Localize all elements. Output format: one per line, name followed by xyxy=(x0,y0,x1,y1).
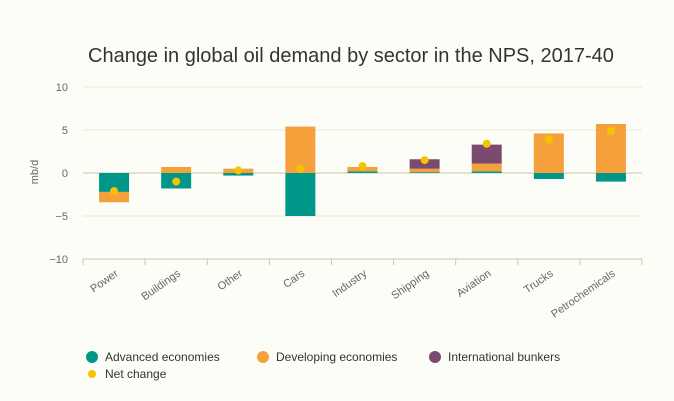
x-axis: Power Buildings Other Cars Industry Shipping A… xyxy=(82,258,643,321)
bar-advanced-economies xyxy=(409,172,440,173)
net-change-marker xyxy=(606,126,615,135)
x-tick-label: Shipping xyxy=(389,268,431,302)
bar-advanced-economies xyxy=(99,173,130,192)
x-tick-label: Other xyxy=(216,267,246,293)
net-change-marker xyxy=(296,164,305,173)
x-tick-label: Aviation xyxy=(455,268,494,300)
legend-label: Advanced economies xyxy=(105,350,220,364)
y-axis-label: mb/d xyxy=(29,160,41,184)
bar-advanced-economies xyxy=(471,171,502,173)
bar-advanced-economies xyxy=(595,173,626,182)
bar-developing-economies xyxy=(99,191,130,203)
legend-marker xyxy=(86,351,98,363)
y-tick-label: 5 xyxy=(62,125,68,137)
net-change-marker xyxy=(172,177,181,186)
net-change-marker xyxy=(234,166,243,175)
bar-advanced-economies xyxy=(347,171,378,173)
y-tick-label: −10 xyxy=(49,254,68,266)
bar-advanced-economies xyxy=(285,173,316,216)
bar-developing-economies xyxy=(161,166,192,173)
net-change-marker xyxy=(358,162,367,171)
legend-label: Net change xyxy=(105,367,167,381)
y-tick-label: −5 xyxy=(55,211,68,223)
net-change-markers xyxy=(110,126,615,196)
net-change-marker xyxy=(110,187,119,196)
x-tick-label: Buildings xyxy=(139,267,183,303)
legend-marker xyxy=(88,370,96,378)
legend-label: Developing economies xyxy=(276,350,397,364)
x-tick-label: Trucks xyxy=(522,267,556,296)
x-tick-label: Cars xyxy=(281,267,307,290)
legend: Advanced economies Developing economies In… xyxy=(86,350,560,381)
y-tick-label: 10 xyxy=(56,82,68,94)
x-tick-label: Industry xyxy=(330,267,369,300)
net-change-marker xyxy=(482,139,491,148)
net-change-marker xyxy=(544,135,553,144)
legend-marker xyxy=(429,351,441,363)
x-tick-label: Power xyxy=(88,267,121,295)
chart-title: Change in global oil demand by sector in… xyxy=(88,45,614,67)
y-tick-labels: −10 −5 0 5 10 xyxy=(49,82,68,266)
bar-developing-economies xyxy=(471,163,502,172)
legend-label: International bunkers xyxy=(448,350,560,364)
legend-marker xyxy=(257,351,269,363)
net-change-marker xyxy=(420,156,429,165)
bar-advanced-economies xyxy=(533,173,564,180)
y-tick-label: 0 xyxy=(62,168,68,180)
bar-developing-economies xyxy=(409,168,440,173)
x-tick-label: Petrochemicals xyxy=(549,267,618,320)
bar-international-bunkers xyxy=(471,144,502,164)
